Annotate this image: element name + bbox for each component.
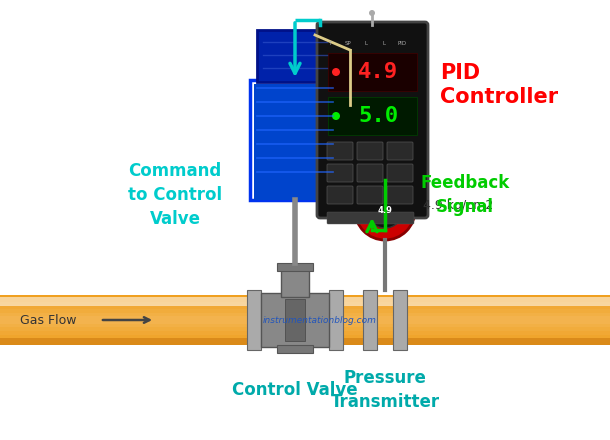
Text: 5.0: 5.0 [358, 106, 398, 126]
FancyBboxPatch shape [387, 142, 413, 160]
Bar [0, 313, 610, 316]
Bar [0, 302, 610, 305]
Text: PID
Controller: PID Controller [440, 62, 558, 107]
FancyBboxPatch shape [357, 186, 383, 204]
FancyBboxPatch shape [357, 142, 383, 160]
Bar [329, 290, 343, 350]
Bar [0, 335, 610, 338]
Bar [0, 298, 610, 302]
Bar [0, 338, 610, 342]
Bar [0, 320, 610, 324]
Circle shape [369, 10, 375, 16]
Text: Gas Flow: Gas Flow [20, 313, 76, 326]
FancyBboxPatch shape [327, 186, 353, 204]
Bar [254, 84, 336, 200]
Bar [0, 309, 610, 313]
Text: PID: PID [398, 40, 406, 45]
Bar [340, 105, 360, 133]
Bar [277, 263, 313, 271]
Text: 4.9: 4.9 [378, 205, 392, 215]
Text: 4.9: 4.9 [358, 62, 398, 82]
Text: L: L [365, 40, 367, 45]
FancyBboxPatch shape [357, 164, 383, 182]
Bar [247, 290, 261, 350]
Bar [328, 97, 417, 135]
Bar [277, 345, 313, 353]
Text: Feedback
Signal: Feedback Signal [420, 174, 509, 216]
Text: 4.9 kg/cm2: 4.9 kg/cm2 [423, 198, 493, 212]
Bar [0, 295, 610, 345]
Text: Control Valve: Control Valve [232, 381, 358, 399]
Bar [0, 305, 610, 309]
Text: Pressure
Transmitter: Pressure Transmitter [331, 369, 440, 411]
Bar [281, 267, 309, 297]
Text: Command
to Control
Valve: Command to Control Valve [128, 162, 222, 227]
FancyBboxPatch shape [387, 164, 413, 182]
Text: instrumentationblog.com: instrumentationblog.com [263, 315, 377, 325]
FancyBboxPatch shape [327, 164, 353, 182]
Bar [261, 293, 329, 347]
FancyBboxPatch shape [327, 142, 353, 160]
FancyBboxPatch shape [317, 22, 428, 218]
Bar [0, 337, 610, 345]
Text: L: L [382, 40, 386, 45]
FancyBboxPatch shape [327, 212, 414, 224]
Circle shape [332, 68, 340, 76]
Bar [0, 331, 610, 335]
Bar [0, 327, 610, 331]
Bar [0, 324, 610, 327]
Bar [328, 53, 417, 91]
Circle shape [367, 192, 403, 228]
Text: T: T [328, 40, 332, 45]
Bar [393, 290, 407, 350]
FancyBboxPatch shape [387, 186, 413, 204]
Bar [285, 299, 305, 341]
Bar [0, 316, 610, 320]
Bar [250, 80, 340, 200]
Bar [257, 30, 333, 82]
Text: SP: SP [345, 40, 351, 45]
Circle shape [355, 180, 415, 240]
Bar [363, 290, 377, 350]
Bar [0, 297, 610, 306]
Circle shape [332, 112, 340, 120]
